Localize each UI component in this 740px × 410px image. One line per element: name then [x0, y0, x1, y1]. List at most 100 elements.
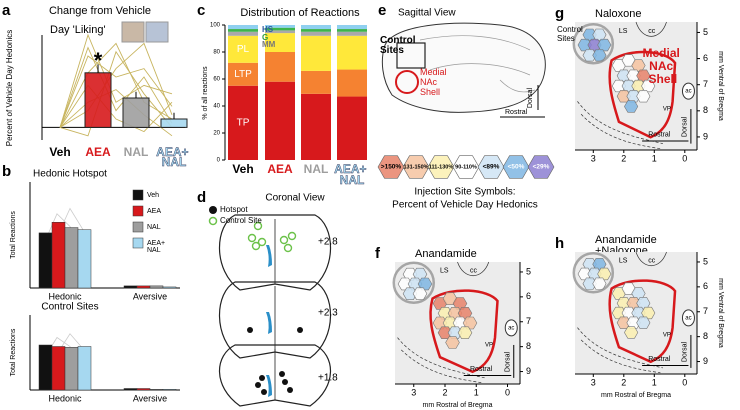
- chart-title: Control Sites: [41, 302, 98, 313]
- y-tick-label: 9: [703, 131, 708, 141]
- segment-label: MM: [262, 40, 276, 49]
- x-tick-label: Veh: [232, 162, 253, 176]
- label-line: Sites: [557, 34, 575, 43]
- x-tick-label: 1: [652, 153, 657, 163]
- label-line: Control: [557, 25, 585, 34]
- label-line: NAL: [124, 145, 149, 159]
- site-hexagon: [427, 155, 455, 179]
- y-tick-label: 6: [703, 281, 708, 291]
- site-hexagon: [624, 100, 639, 113]
- site-hexagon: [624, 326, 639, 339]
- individual-line: [59, 50, 173, 137]
- individual-line: [59, 55, 173, 128]
- bar-segment: [265, 27, 295, 31]
- label-line: NAL: [304, 162, 329, 176]
- bar-segment: [301, 93, 331, 160]
- legend-label: <29%: [533, 164, 550, 171]
- label-line: Control: [380, 35, 418, 46]
- label-line: NAc: [420, 77, 440, 87]
- control-site: [279, 235, 289, 245]
- level-label: +2.3: [318, 308, 338, 319]
- y-tick-label: 9: [526, 366, 531, 376]
- site-hexagon: [442, 292, 458, 305]
- bar: [136, 388, 151, 391]
- individual-line: [59, 89, 173, 137]
- bar: [38, 232, 53, 289]
- bar: [84, 72, 112, 128]
- bar-segment: [301, 25, 331, 30]
- individual-line: [59, 33, 173, 128]
- bar-segment: [301, 70, 331, 94]
- annotation: Medial NAc Shell: [420, 67, 449, 97]
- shell-outline: [429, 289, 499, 374]
- y-tick-label: 7: [703, 79, 708, 89]
- bar: [122, 97, 150, 128]
- site-hexagon: [636, 90, 651, 103]
- site-hexagon: [626, 316, 641, 329]
- chart-title: Hedonic Hotspot: [33, 169, 107, 180]
- panel-letter: d: [197, 189, 206, 206]
- x-tick-label: 3: [411, 387, 416, 397]
- bar-segment: [337, 69, 367, 97]
- photo: [145, 21, 169, 43]
- site-hexagon: [592, 28, 607, 41]
- legend-swatch: [132, 221, 144, 233]
- annotation: LS: [440, 267, 449, 274]
- annotation: Rostral: [648, 131, 671, 138]
- ventricle: [266, 375, 272, 397]
- site-hexagon: [402, 155, 430, 179]
- shell-outline: [608, 50, 677, 139]
- panel-letter: g: [555, 5, 564, 22]
- legend-label: >150%: [381, 164, 402, 171]
- label-line: Sites: [380, 45, 404, 56]
- bar-segment: [337, 25, 367, 30]
- segment-label: TP: [237, 118, 250, 129]
- y-tick-label: 7: [703, 306, 708, 316]
- hotspot-site: [287, 387, 293, 393]
- bar-segment: [301, 31, 331, 36]
- y-tick-label: 100: [210, 23, 221, 29]
- annotation: Dorsal: [682, 341, 689, 362]
- hotspot-site: [259, 375, 265, 381]
- annotation: VP: [485, 343, 493, 349]
- panel-title: Coronal View: [265, 193, 325, 204]
- legend-label: <50%: [508, 164, 525, 171]
- label-line: NAc: [649, 59, 676, 73]
- x-tick-label: AEA+ NAL: [156, 145, 192, 169]
- label-line: AEA+: [147, 240, 167, 247]
- bar-segment: [337, 96, 367, 160]
- annotation: ac: [508, 325, 514, 331]
- legend-label: Control Site: [220, 216, 262, 225]
- label-line: NAL: [147, 247, 161, 254]
- segment-label: G: [262, 33, 268, 42]
- label-line: AEA: [267, 162, 293, 176]
- site-hexagon: [417, 277, 433, 291]
- site-hexagon: [452, 155, 480, 179]
- individual-line: [59, 42, 173, 128]
- bar-segment: [265, 25, 295, 28]
- bar-segment: [228, 25, 258, 30]
- label-line: Veh: [49, 145, 70, 159]
- label-line: NAL: [340, 173, 365, 187]
- bar: [123, 285, 138, 289]
- control-site: [251, 241, 261, 251]
- label-line: AEA+: [334, 162, 370, 176]
- ac-outline: [681, 82, 695, 100]
- photo: [121, 21, 145, 43]
- legend-swatch: [132, 205, 144, 217]
- y-axis-label: Total Reactions: [10, 211, 17, 259]
- panel-title: Sagittal View: [398, 8, 456, 19]
- bar-segment: [228, 62, 258, 86]
- panel-letter: a: [2, 2, 11, 19]
- site-hexagon: [641, 79, 656, 93]
- x-tick-label: 3: [591, 377, 596, 387]
- bar: [64, 347, 79, 391]
- hotspot-site: [282, 379, 288, 385]
- site-hexagon: [636, 316, 651, 329]
- x-tick-label: AEA: [267, 162, 293, 176]
- bar-segment: [228, 29, 258, 32]
- y-tick-label: 6: [526, 291, 531, 301]
- control-ring: [392, 261, 435, 304]
- segment-label: PL: [237, 44, 250, 55]
- legend-title: Injection Site Symbols:: [414, 187, 515, 198]
